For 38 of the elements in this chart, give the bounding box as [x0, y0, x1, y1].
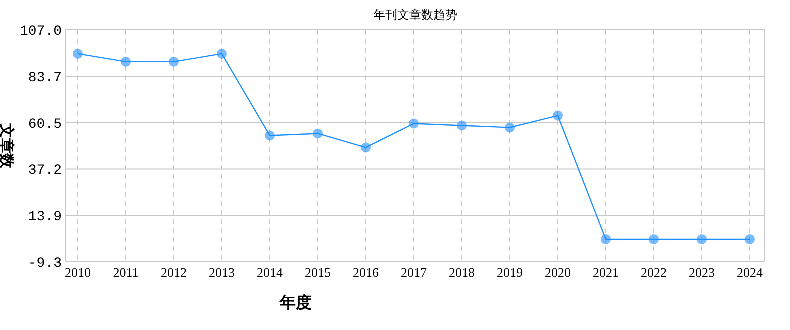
x-tick-label: 2011 — [113, 265, 139, 280]
point — [73, 48, 83, 59]
x-tick-label: 2020 — [545, 265, 571, 280]
x-tick-label: 2012 — [161, 265, 187, 280]
point — [169, 56, 179, 67]
y-tick-label: 60.5 — [28, 116, 62, 133]
x-tick-label: 2013 — [209, 265, 235, 280]
x-tick-label: 2022 — [641, 265, 667, 280]
point — [697, 234, 707, 244]
x-tick-label: 2015 — [305, 265, 331, 280]
x-tick-label: 2021 — [593, 265, 619, 280]
x-tick-label: 2016 — [353, 265, 380, 280]
point — [217, 48, 227, 59]
chart-title: 年刊文章数趋势 — [374, 8, 458, 22]
x-axis-title: 年度 — [279, 293, 312, 312]
point — [457, 120, 467, 131]
x-tick-label: 2017 — [401, 265, 428, 280]
y-tick-label: 37.2 — [28, 163, 62, 180]
y-tick-label: -9.3 — [28, 256, 62, 272]
point — [745, 234, 755, 244]
point — [361, 142, 371, 153]
x-tick-label: 2014 — [257, 265, 284, 280]
x-tick-label: 2018 — [449, 265, 475, 280]
point — [265, 130, 275, 141]
y-tick-label: 107.0 — [20, 24, 62, 40]
point — [505, 122, 515, 133]
point — [121, 56, 131, 67]
x-tick-label: 2010 — [65, 265, 91, 280]
point — [601, 234, 611, 244]
point — [553, 110, 563, 121]
y-tick-label: 13.9 — [28, 210, 62, 226]
point — [649, 234, 659, 244]
x-tick-label: 2024 — [737, 265, 764, 280]
point — [409, 118, 419, 129]
x-tick-label: 2023 — [689, 265, 715, 280]
y-tick-label: 83.7 — [28, 70, 62, 86]
x-tick-label: 2019 — [497, 265, 523, 280]
point — [313, 128, 323, 139]
